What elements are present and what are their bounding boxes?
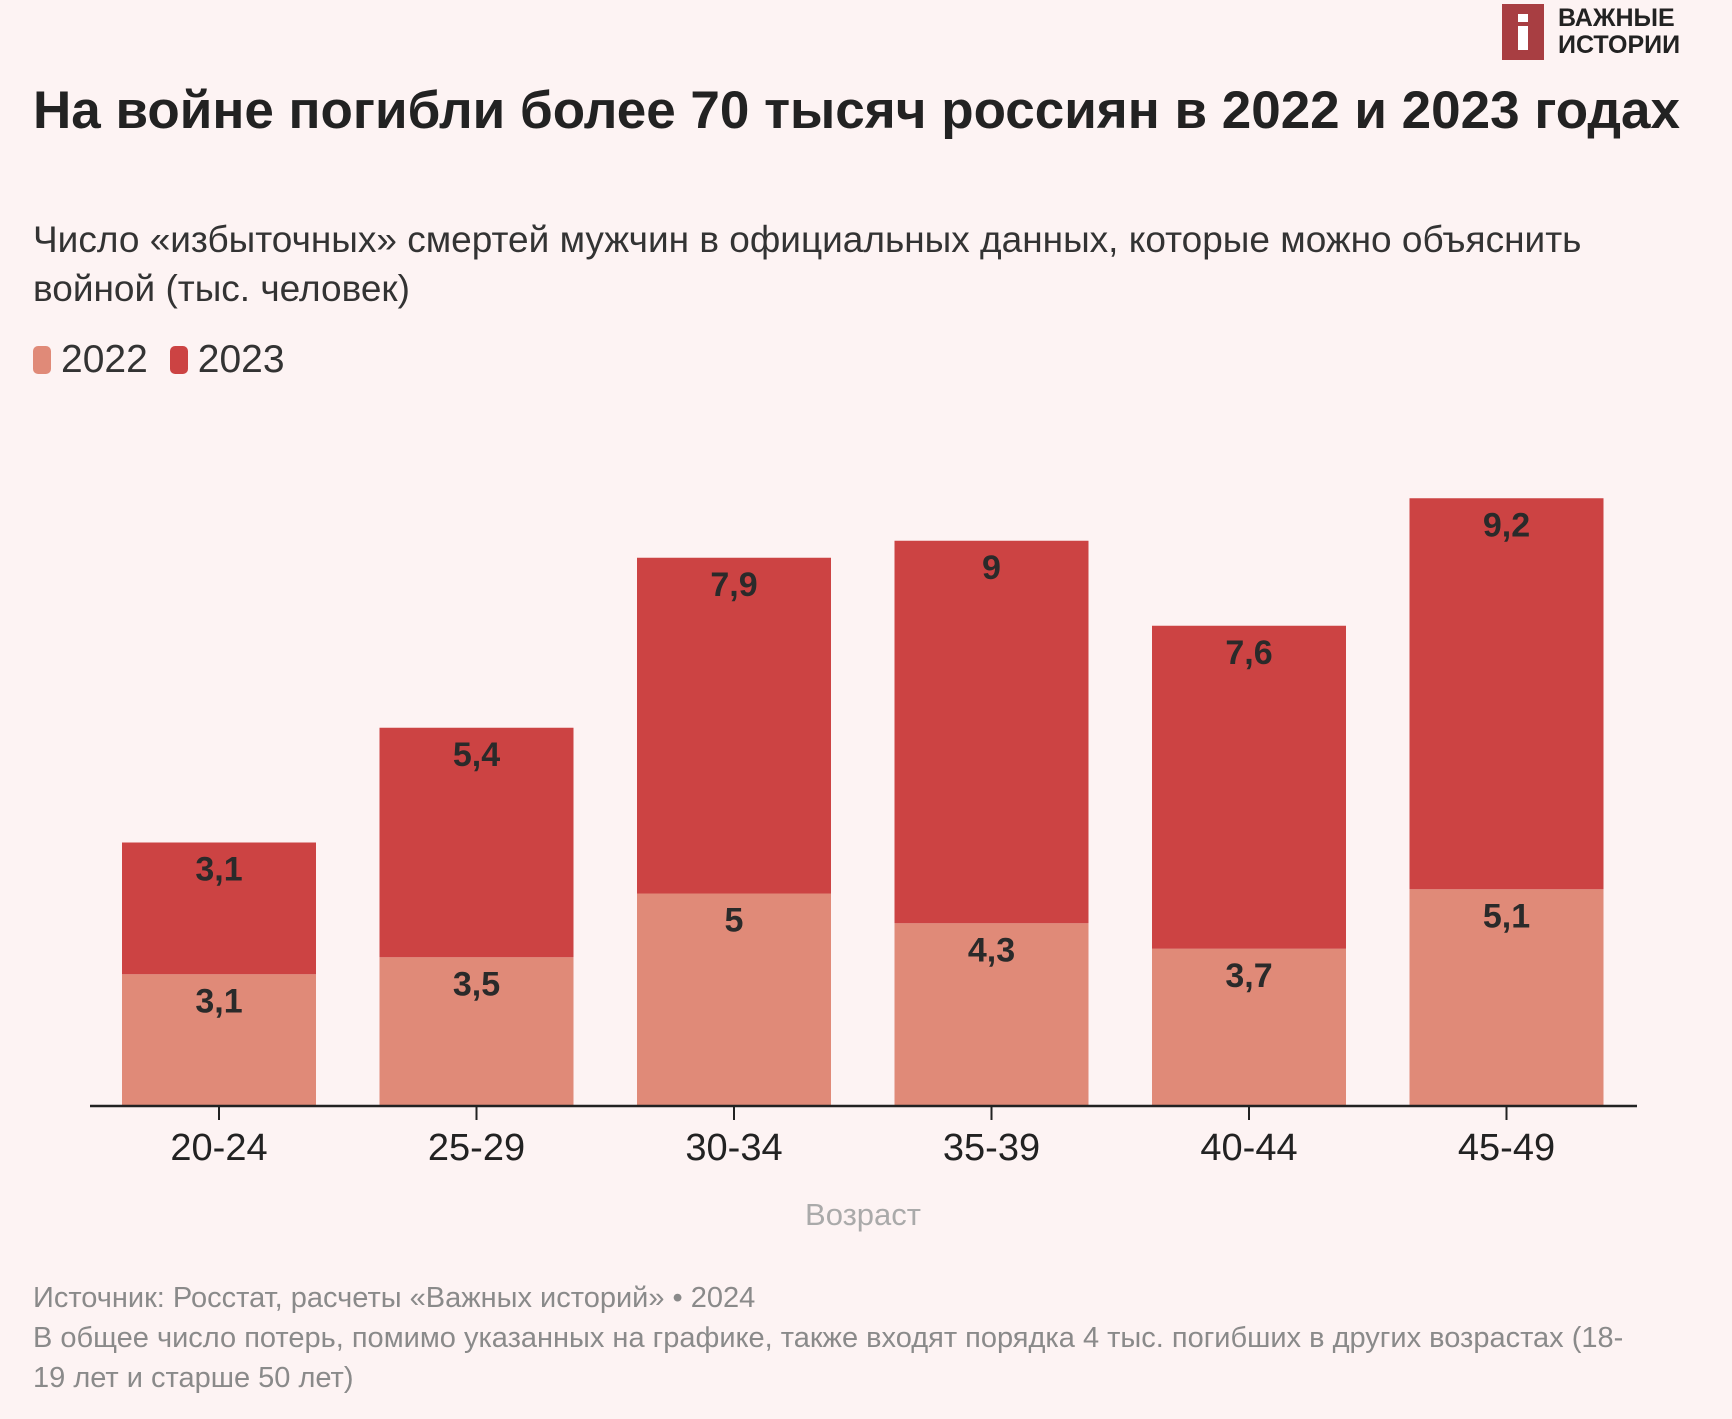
x-tick-label-25-29: 25-29: [428, 1127, 525, 1169]
data-label-2022-20-24: 3,1: [195, 982, 242, 1020]
x-tick-label-40-44: 40-44: [1200, 1127, 1297, 1169]
data-label-2023-45-49: 9,2: [1483, 506, 1530, 544]
data-label-2023-25-29: 5,4: [453, 736, 500, 774]
chart-title: На войне погибли более 70 тысяч россиян …: [33, 81, 1680, 140]
logo: ВАЖНЫЕ ИСТОРИИ: [1502, 4, 1680, 60]
legend-label-2023: 2023: [197, 338, 285, 381]
data-label-2022-30-34: 5: [725, 902, 744, 940]
legend: 2022 2023: [33, 338, 307, 382]
x-axis-title: Возраст: [805, 1197, 921, 1232]
data-label-2023-20-24: 3,1: [195, 851, 242, 889]
legend-item-2023: 2023: [169, 338, 285, 382]
data-label-2023-30-34: 7,9: [710, 566, 757, 604]
logo-line-2: ИСТОРИИ: [1558, 31, 1681, 59]
x-tick-label-20-24: 20-24: [170, 1127, 267, 1169]
bar-2023-40-44: [1152, 625, 1346, 949]
bar-2022-30-34: [637, 893, 831, 1106]
chart-subtitle: Число «избыточных» смертей мужчин в офиц…: [33, 219, 1582, 309]
footer: Источник: Росстат, расчеты «Важных истор…: [33, 1278, 1633, 1398]
logo-text: ВАЖНЫЕ ИСТОРИИ: [1558, 5, 1680, 59]
x-tick-label-45-49: 45-49: [1458, 1127, 1555, 1169]
bar-2023-20-24: [122, 842, 316, 975]
data-label-2023-35-39: 9: [982, 549, 1001, 587]
source-note: Источник: Росстат, расчеты «Важных истор…: [33, 1282, 756, 1314]
bar-2023-25-29: [379, 727, 574, 958]
legend-swatch-2023: [169, 346, 188, 374]
legend-item-2022: 2022: [33, 338, 148, 382]
data-label-2023-40-44: 7,6: [1225, 634, 1272, 672]
x-tick-label-35-39: 35-39: [943, 1127, 1040, 1169]
legend-label-2022: 2022: [61, 338, 148, 381]
data-label-2022-40-44: 3,7: [1225, 957, 1272, 995]
legend-swatch-2022: [33, 346, 51, 374]
bar-2022-20-24: [122, 974, 316, 1106]
bar-2022-35-39: [894, 923, 1089, 1106]
x-tick-label-30-34: 30-34: [685, 1127, 782, 1169]
bar-2023-45-49: [1409, 498, 1604, 890]
logo-line-1: ВАЖНЫЕ: [1558, 4, 1675, 32]
bar-2023-35-39: [894, 540, 1089, 924]
bar-2022-40-44: [1152, 948, 1346, 1106]
data-label-2022-25-29: 3,5: [453, 965, 500, 1003]
bar-2023-30-34: [637, 557, 831, 894]
footnote: В общее число потерь, помимо указанных н…: [33, 1322, 1624, 1394]
logo-i-icon: [1502, 4, 1544, 60]
bar-2022-45-49: [1409, 889, 1604, 1106]
data-label-2022-45-49: 5,1: [1483, 897, 1530, 935]
data-label-2022-35-39: 4,3: [968, 931, 1015, 969]
bar-2022-25-29: [379, 957, 574, 1106]
